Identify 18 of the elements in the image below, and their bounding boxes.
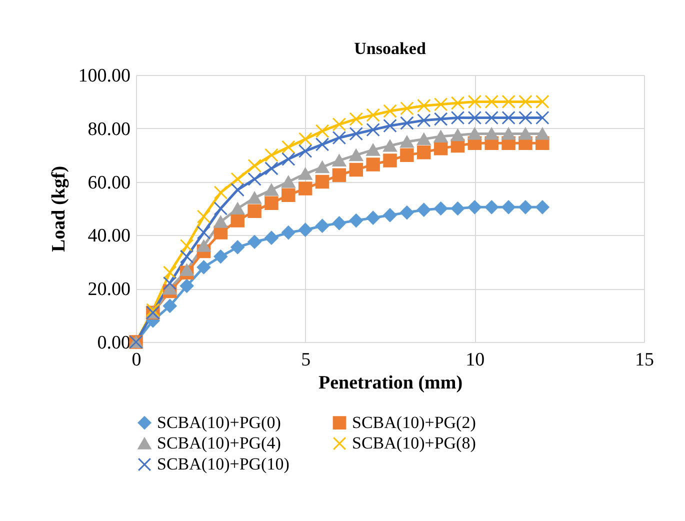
x-tick-label: 15: [635, 350, 654, 370]
legend-label: SCBA(10)+PG(8): [352, 434, 476, 452]
x-axis-title: Penetration (mm): [318, 372, 463, 394]
y-tick-label: 100.00: [78, 66, 130, 86]
chart-title: Unsoaked: [354, 39, 426, 58]
x-tick-label: 0: [132, 350, 142, 370]
y-tick-label: 0.00: [97, 332, 130, 354]
legend-label: SCBA(10)+PG(10): [157, 454, 290, 474]
y-tick-label: 40.00: [88, 226, 130, 247]
legend-label: SCBA(10)+PG(2): [352, 412, 476, 432]
x-tick-label: 10: [466, 350, 485, 370]
y-tick-label: 20.00: [88, 279, 130, 300]
y-tick-label: 80.00: [88, 118, 130, 140]
y-axis-title: Load (kgf): [48, 166, 70, 252]
y-tick-label: 60.00: [88, 172, 130, 194]
legend-label: SCBA(10)+PG(4): [157, 434, 281, 452]
x-tick-label: 5: [301, 350, 311, 370]
legend-label: SCBA(10)+PG(0): [157, 412, 281, 432]
